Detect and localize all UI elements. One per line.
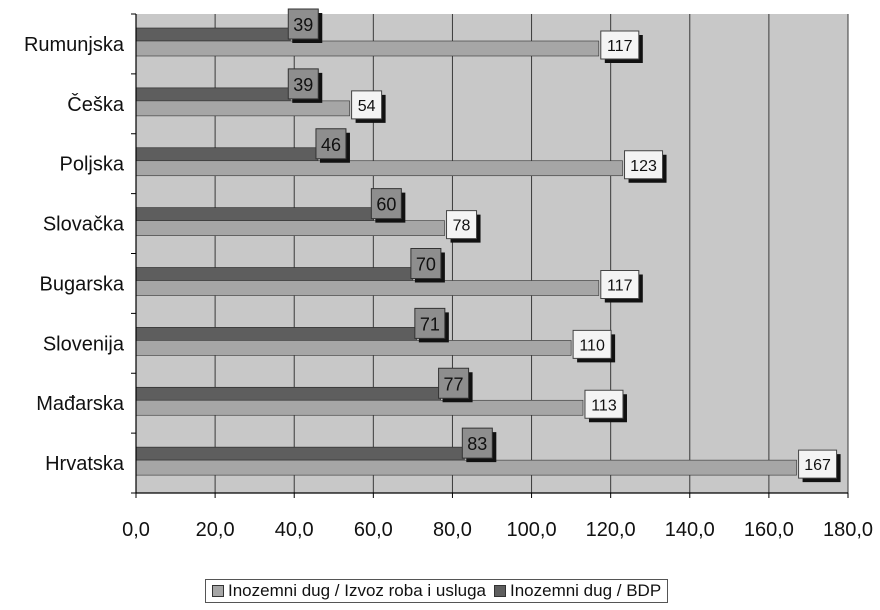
category-label: Rumunjska — [24, 34, 125, 56]
legend-item-izvoz: Inozemni dug / Izvoz roba i usluga — [210, 581, 486, 601]
category-label: Bugarska — [40, 273, 125, 295]
bar-izvoz — [135, 459, 797, 476]
data-label-box — [446, 210, 478, 240]
bar-bdp — [135, 207, 374, 221]
data-label-box — [600, 30, 640, 60]
bar-bdp — [135, 446, 465, 461]
x-tick-label: 100,0 — [507, 519, 557, 541]
plot-area — [136, 14, 848, 493]
data-label-bdp: 39 — [293, 75, 313, 95]
data-label-izvoz: 167 — [804, 457, 831, 474]
x-tick-label: 120,0 — [586, 519, 636, 541]
data-label-box — [600, 270, 640, 299]
bar-izvoz — [135, 280, 600, 296]
bar-bdp — [135, 27, 291, 42]
bar-bdp — [135, 267, 414, 281]
bar-bdp — [135, 87, 291, 102]
legend: Inozemni dug / Izvoz roba i usluga Inoze… — [205, 579, 669, 603]
data-label-izvoz: 110 — [579, 337, 605, 354]
category-label: Hrvatska — [45, 453, 125, 475]
data-label-box — [287, 8, 319, 40]
bar-izvoz — [135, 220, 445, 236]
bar-izvoz — [135, 40, 600, 57]
data-label-box — [414, 307, 446, 339]
bar-izvoz — [135, 399, 584, 416]
bar-bdp — [135, 386, 441, 401]
data-label-box — [410, 248, 442, 279]
x-tick-label: 20,0 — [196, 519, 235, 541]
x-tick-label: 40,0 — [275, 519, 314, 541]
bar-izvoz — [135, 160, 623, 177]
data-label-bdp: 77 — [444, 374, 464, 394]
x-tick-label: 0,0 — [122, 519, 150, 541]
x-tick-label: 140,0 — [665, 519, 715, 541]
bar-izvoz — [135, 340, 572, 356]
bar-bdp — [135, 147, 319, 162]
data-label-bdp: 71 — [420, 314, 440, 334]
bar-bdp — [135, 327, 418, 341]
data-label-box — [798, 449, 838, 479]
data-label-box — [438, 367, 470, 399]
data-label-box — [315, 128, 347, 160]
data-label-box — [370, 188, 402, 220]
data-label-bdp: 70 — [416, 255, 436, 275]
legend-label-izvoz: Inozemni dug / Izvoz roba i usluga — [228, 581, 486, 600]
category-label: Poljska — [60, 154, 125, 176]
category-label: Češka — [67, 93, 125, 116]
data-label-box — [572, 329, 612, 359]
x-tick-label: 80,0 — [433, 519, 472, 541]
data-label-izvoz: 54 — [358, 98, 376, 115]
data-label-bdp: 60 — [376, 195, 396, 215]
legend-item-bdp: Inozemni dug / BDP — [492, 581, 661, 601]
category-label: Slovačka — [43, 214, 125, 236]
data-label-izvoz: 78 — [453, 218, 471, 235]
data-label-izvoz: 123 — [630, 158, 657, 175]
data-label-bdp: 46 — [321, 135, 341, 155]
category-label: Mađarska — [36, 393, 125, 415]
data-label-bdp: 39 — [293, 15, 313, 35]
data-label-izvoz: 117 — [607, 38, 633, 55]
data-label-izvoz: 117 — [607, 278, 633, 295]
category-label: Slovenija — [43, 333, 125, 355]
data-label-box — [287, 68, 319, 100]
data-label-box — [624, 150, 664, 180]
x-tick-label: 180,0 — [823, 519, 873, 541]
data-label-box — [461, 427, 493, 459]
legend-swatch-bdp — [493, 585, 506, 597]
data-label-box — [584, 389, 624, 419]
x-tick-label: 160,0 — [744, 519, 794, 541]
data-label-box — [351, 90, 383, 120]
data-label-bdp: 83 — [467, 434, 487, 454]
chart-plot: Rumunjska 117 39 Češka 54 39 Poljska 123 46 Slova… — [24, 8, 873, 541]
bar-izvoz — [135, 100, 350, 117]
x-tick-label: 60,0 — [354, 519, 393, 541]
legend-label-bdp: Inozemni dug / BDP — [509, 581, 662, 600]
data-label-izvoz: 113 — [591, 397, 617, 414]
legend-swatch-izvoz — [212, 585, 224, 597]
